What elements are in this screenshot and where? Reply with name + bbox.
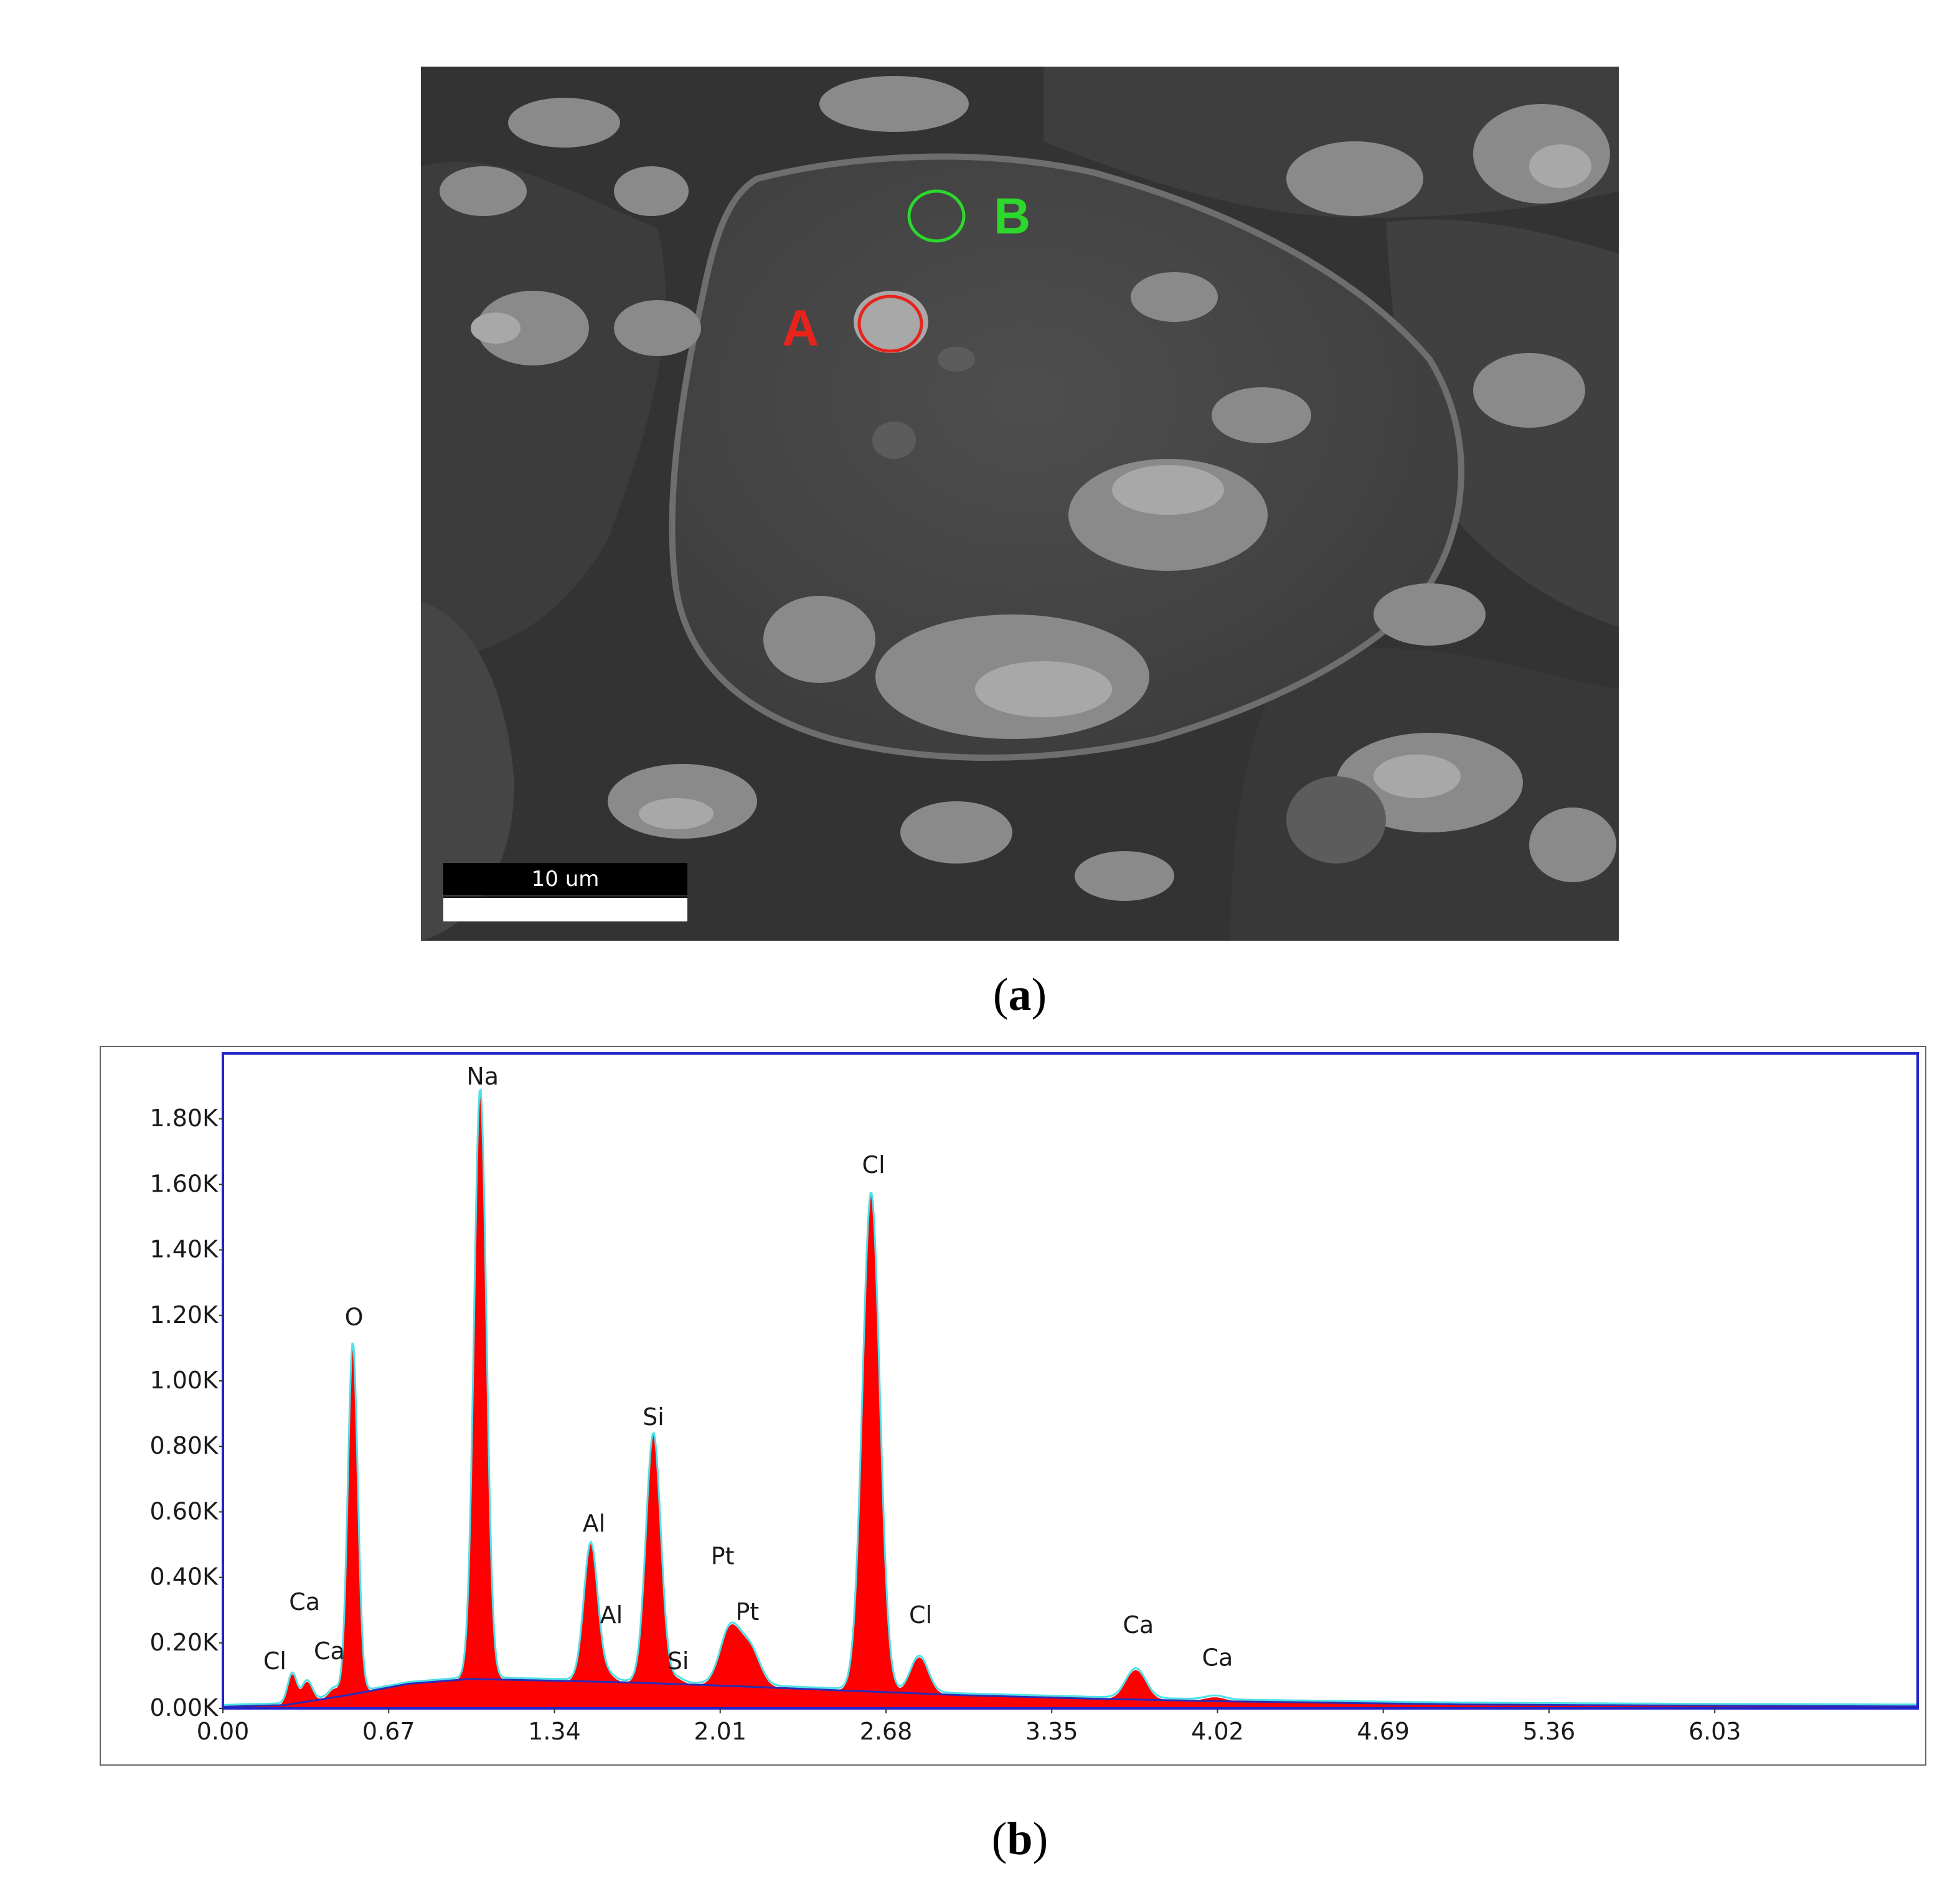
- spectrum-background-line: [222, 1678, 1918, 1708]
- y-tick-label-5: 1.00K: [149, 1367, 219, 1394]
- sem-micrograph: A B 10 um: [421, 67, 1619, 941]
- x-tick-label-5: 3.35: [1025, 1718, 1078, 1745]
- x-tick-label-4: 2.68: [860, 1718, 913, 1745]
- peak-label-5: Al: [583, 1510, 606, 1537]
- y-tick-label-6: 1.20K: [149, 1301, 219, 1329]
- spectrum-fit-line: [222, 1088, 1918, 1706]
- spectrum-plot-layer: [222, 1088, 1918, 1708]
- peak-label-4: Na: [466, 1063, 499, 1090]
- peak-label-9: Pt: [711, 1543, 735, 1570]
- peak-label-13: Ca: [1123, 1611, 1154, 1639]
- peak-label-7: Si: [643, 1403, 664, 1431]
- y-tick-label-2: 0.40K: [149, 1563, 219, 1591]
- peak-label-6: Al: [600, 1601, 623, 1629]
- y-tick-label-0: 0.00K: [149, 1694, 219, 1721]
- peak-label-2: Ca: [314, 1637, 345, 1665]
- scale-bar-label: 10 um: [443, 863, 687, 895]
- peak-label-11: Cl: [862, 1151, 885, 1179]
- peak-label-0: Cl: [263, 1647, 286, 1675]
- panel-a-letter: a: [1008, 969, 1032, 1020]
- scale-bar: 10 um: [443, 863, 687, 921]
- x-tick-label-6: 4.02: [1191, 1718, 1244, 1745]
- y-tick-label-1: 0.20K: [149, 1629, 219, 1656]
- y-tick-label-9: 1.80K: [149, 1104, 219, 1132]
- scale-bar-line: [443, 897, 687, 921]
- peak-label-3: O: [345, 1304, 364, 1331]
- point-a-label: A: [782, 300, 819, 357]
- panel-b-caption: (b): [991, 1814, 1048, 1865]
- x-tick-label-1: 0.67: [362, 1718, 415, 1745]
- eds-spectrum-chart: 0.00K 0.20K 0.40K 0.60K 0.80K 1.00K 1.20K 1.40K…: [100, 1046, 1926, 1766]
- peak-label-1: Ca: [289, 1588, 320, 1616]
- point-b-marker: [907, 189, 966, 243]
- spectrum-fill: [223, 1091, 1918, 1708]
- point-b-label: B: [994, 188, 1031, 245]
- sem-texture: [421, 67, 1619, 941]
- y-tick-label-8: 1.60K: [149, 1170, 219, 1197]
- x-tick-label-2: 1.34: [528, 1718, 581, 1745]
- panel-b-letter: b: [1007, 1814, 1033, 1865]
- y-tick-label-7: 1.40K: [149, 1236, 219, 1263]
- spectrum-axis-layer: 0.00K 0.20K 0.40K 0.60K 0.80K 1.00K 1.20K 1.40K…: [149, 1052, 1919, 1745]
- spectrum-peak-labels: Cl Ca Ca O Na Al Al Si Si Pt Pt Cl Cl Ca Ca: [263, 1063, 1233, 1675]
- peak-label-12: Cl: [909, 1601, 932, 1629]
- peak-label-14: Ca: [1202, 1644, 1233, 1672]
- peak-label-10: Pt: [736, 1598, 760, 1626]
- eds-spectrum-svg: 0.00K 0.20K 0.40K 0.60K 0.80K 1.00K 1.20K 1.40K…: [149, 1052, 1919, 1745]
- x-tick-label-8: 5.36: [1523, 1718, 1576, 1745]
- x-tick-label-7: 4.69: [1357, 1718, 1410, 1745]
- y-tick-label-3: 0.60K: [149, 1497, 219, 1525]
- y-tick-label-4: 0.80K: [149, 1432, 219, 1459]
- panel-a-caption: (a): [992, 969, 1047, 1020]
- point-a-marker: [857, 294, 923, 353]
- x-tick-label-9: 6.03: [1689, 1718, 1741, 1745]
- peak-label-8: Si: [667, 1647, 689, 1675]
- x-tick-label-3: 2.01: [694, 1718, 747, 1745]
- x-tick-label-0: 0.00: [197, 1718, 250, 1745]
